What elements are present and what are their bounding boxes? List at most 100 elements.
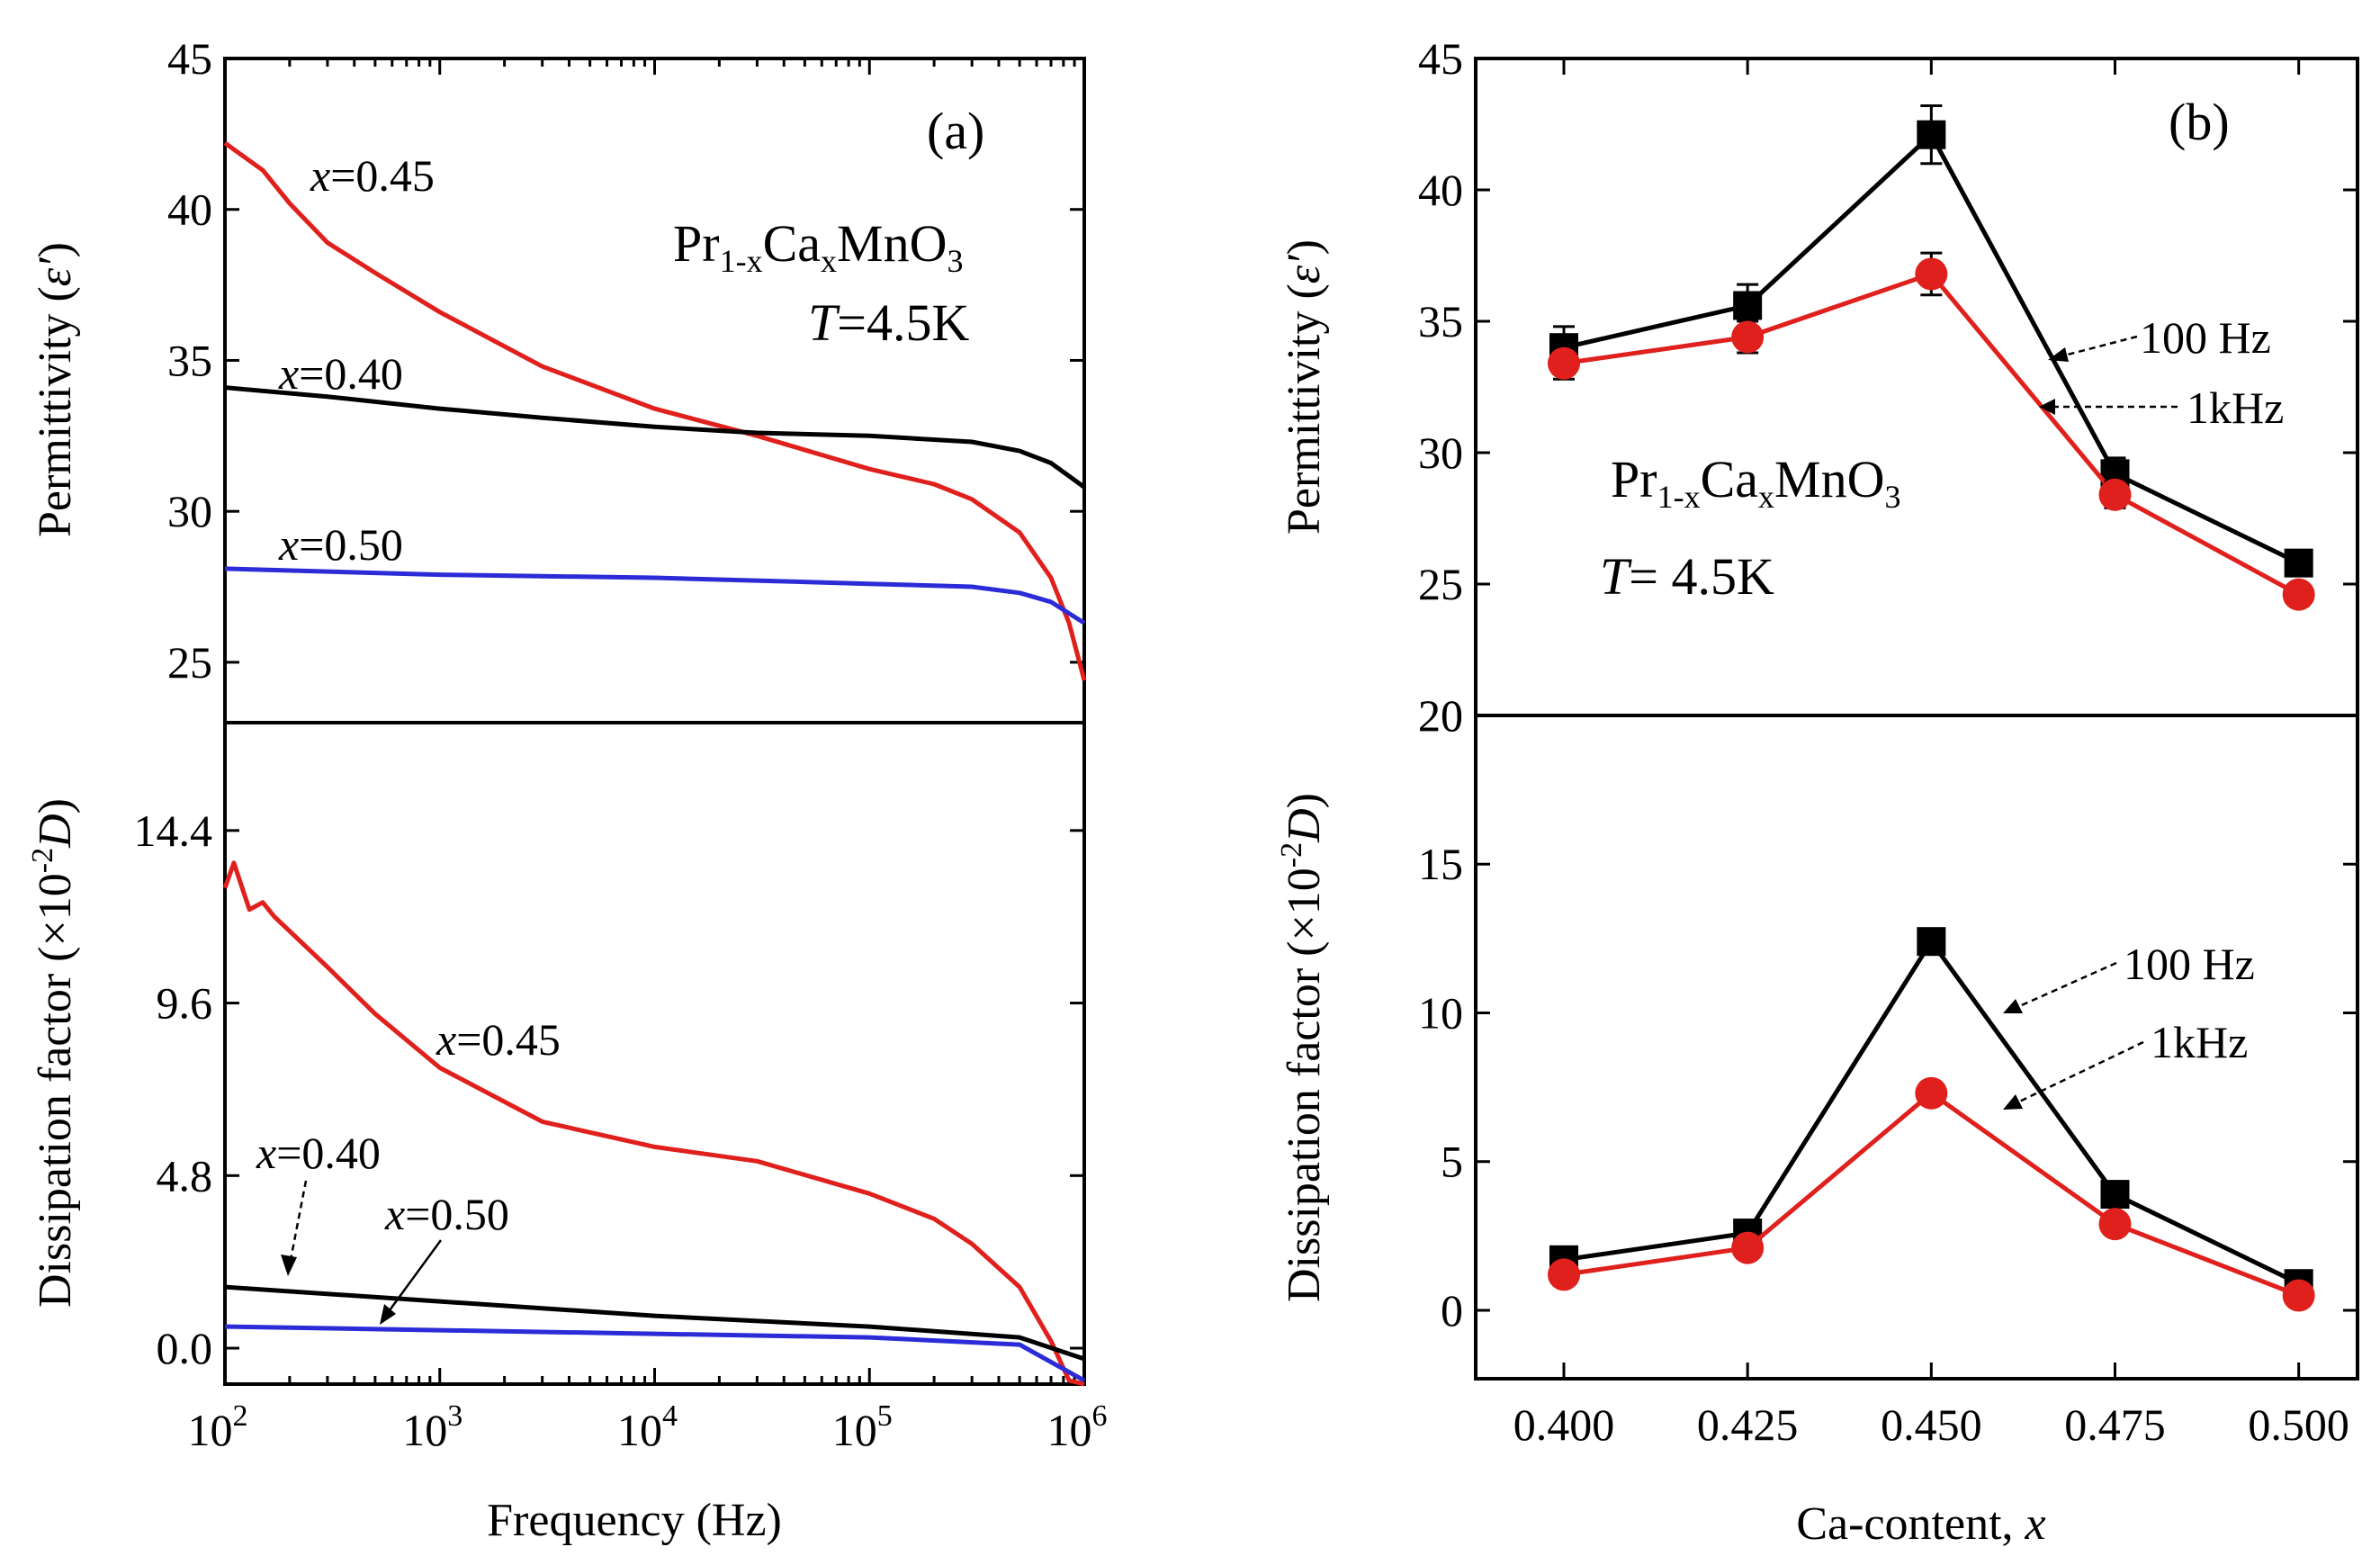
- b-top-marker-100 Hz-2: [1917, 120, 1946, 149]
- b-bottom-line-100 Hz: [1563, 937, 2300, 1286]
- b-top-ytick-label-5: 45: [1418, 33, 1463, 84]
- a-bottom-line-x=0.40: [224, 1284, 1085, 1362]
- b-bottom-ytick-label-4: 20: [1418, 690, 1463, 741]
- panel-b-bottom-frame: [1474, 714, 2359, 1381]
- b-bottom-marker-1kHz-0: [1548, 1258, 1580, 1291]
- b-xtick-label-0: 0.400: [1513, 1399, 1615, 1450]
- b-top-ytick-label-4: 40: [1418, 165, 1463, 215]
- b-xtick-label-3: 0.475: [2064, 1399, 2166, 1450]
- a-top-line-x=0.50: [224, 566, 1086, 625]
- b-bottom-ytick-label-3: 15: [1418, 839, 1463, 889]
- legend-b-bottom-1khz: 1kHz: [2151, 1017, 2248, 1067]
- panel-a-bottom-yaxis: 0.0 4.8 9.6 14.4: [134, 805, 1084, 1373]
- panel-b-bottom-series: [1548, 927, 2315, 1312]
- panel-a-bottom-series: [222, 860, 1086, 1387]
- b-bottom-ytick-label-1: 5: [1441, 1137, 1463, 1187]
- panel-a-bottom-ylabel: Dissipation factor (×10-2D): [26, 798, 81, 1308]
- panel-b-bottom-yaxis: 0 5 10 15 20: [1418, 690, 2358, 1336]
- b-bottom-marker-1kHz-1: [1731, 1231, 1765, 1264]
- arrowhead-b-bottom-1khz: [2003, 1094, 2023, 1110]
- b-top-marker-1kHz-0: [1548, 346, 1580, 380]
- a-top-line-x=0.40: [224, 385, 1086, 490]
- label-a-top-x045: x=0.45: [310, 150, 435, 201]
- a-top-ytick-label-1: 30: [167, 486, 212, 536]
- b-top-ytick-label-3: 35: [1418, 296, 1463, 346]
- panel-a: 25 30 35 40 45 0.0 4.8 9.6 14.4 102 103 104 105 106…: [26, 33, 1108, 1546]
- panel-a-top-yaxis: 25 30 35 40 45: [167, 33, 1084, 688]
- b-bottom-line-1kHz: [1563, 1090, 2300, 1298]
- a-bottom-line-x=0.50: [224, 1324, 1086, 1383]
- arrow-b-bottom-1khz: [2015, 1040, 2144, 1105]
- a-top-ytick-label-3: 40: [167, 184, 212, 235]
- label-a-bottom-x050: x=0.50: [384, 1189, 509, 1239]
- b-bottom-marker-1kHz-4: [2282, 1279, 2315, 1312]
- label-a-bottom-x040: x=0.40: [256, 1128, 381, 1178]
- b-xtick-label-1: 0.425: [1697, 1399, 1799, 1450]
- a-bottom-ytick-label-0: 0.0: [157, 1323, 213, 1373]
- panel-a-top-ylabel: Permittivity (ε′): [30, 242, 81, 537]
- b-bottom-marker-1kHz-2: [1915, 1076, 1948, 1110]
- arrowhead-a-x050: [380, 1304, 396, 1325]
- b-top-ytick-label-0: 20: [1418, 690, 1463, 741]
- b-top-marker-1kHz-1: [1731, 320, 1765, 354]
- panel-a-xaxis: 102 103 104 105 106: [188, 58, 1108, 1455]
- panel-a-material: Pr1-xCaxMnO3: [673, 214, 963, 279]
- a-top-ytick-label-0: 25: [167, 637, 212, 688]
- label-a-bottom-x045: x=0.45: [436, 1014, 561, 1065]
- b-top-ytick-label-2: 30: [1418, 427, 1463, 478]
- a-bottom-ytick-label-1: 4.8: [157, 1150, 213, 1201]
- b-top-marker-1kHz-2: [1915, 257, 1948, 291]
- b-top-marker-100 Hz-1: [1733, 291, 1763, 320]
- b-bottom-ytick-label-2: 10: [1418, 987, 1463, 1038]
- arrowhead-b-bottom-100hz: [2003, 999, 2023, 1013]
- b-top-marker-100 Hz-4: [2284, 548, 2313, 578]
- arrow-a-x050: [385, 1239, 443, 1315]
- a-top-line-x=0.45: [223, 140, 1087, 681]
- panel-b-temperature: T= 4.5K: [1600, 547, 1774, 606]
- b-bottom-marker-1kHz-3: [2098, 1208, 2132, 1241]
- panel-b-label: (b): [2169, 93, 2230, 151]
- label-a-top-x040: x=0.40: [278, 348, 403, 399]
- panel-a-label: (a): [927, 102, 984, 160]
- panel-a-top-series: [223, 140, 1087, 681]
- panel-b-xlabel: Ca-content, x: [1796, 1498, 2045, 1550]
- arrow-b-top-100hz: [2060, 335, 2138, 358]
- panel-b-top-series: [1548, 104, 2315, 611]
- a-top-ytick-label-4: 45: [167, 33, 212, 84]
- b-xtick-label-4: 0.500: [2248, 1399, 2349, 1450]
- panel-a-temperature: T=4.5K: [808, 293, 969, 352]
- b-top-marker-1kHz-3: [2098, 478, 2132, 511]
- a-xtick-label-4: 106: [1047, 1399, 1108, 1455]
- a-top-ytick-label-2: 35: [167, 335, 212, 385]
- a-xtick-label-2: 104: [617, 1399, 678, 1455]
- a-bottom-line-x=0.45: [222, 860, 1085, 1387]
- b-top-ytick-label-1: 25: [1418, 559, 1463, 609]
- arrowhead-a-x040: [281, 1255, 297, 1276]
- b-top-marker-1kHz-4: [2282, 578, 2315, 611]
- panel-b-bottom-ylabel: Dissipation factor (×10-2D): [1275, 793, 1330, 1302]
- legend-b-bottom-100hz: 100 Hz: [2124, 939, 2255, 989]
- panel-b-material: Pr1-xCaxMnO3: [1611, 450, 1900, 515]
- a-xtick-label-3: 105: [832, 1399, 893, 1455]
- panel-a-bottom-frame: [223, 721, 1086, 1386]
- a-bottom-ytick-label-3: 14.4: [134, 805, 213, 856]
- a-bottom-ytick-label-2: 9.6: [157, 978, 213, 1029]
- panel-b-top-ylabel: Permittivity (ε′): [1279, 239, 1330, 535]
- panel-b-top-yaxis: 20 25 30 35 40 45: [1418, 33, 2358, 741]
- label-a-top-x050: x=0.50: [278, 519, 403, 570]
- panel-b-xaxis: 0.400 0.425 0.450 0.475 0.500: [1513, 58, 2349, 1450]
- arrow-a-x040: [288, 1180, 308, 1265]
- arrowhead-b-top-1khz: [2039, 399, 2055, 415]
- a-xtick-label-0: 102: [188, 1399, 248, 1455]
- b-bottom-ytick-label-0: 0: [1441, 1285, 1463, 1336]
- a-xtick-label-1: 103: [402, 1399, 463, 1455]
- arrowhead-b-top-100hz: [2048, 347, 2069, 362]
- b-bottom-marker-100 Hz-2: [1917, 927, 1946, 957]
- arrow-b-bottom-100hz: [2015, 961, 2117, 1010]
- legend-b-top-100hz: 100 Hz: [2140, 312, 2271, 363]
- b-xtick-label-2: 0.450: [1881, 1399, 1982, 1450]
- panel-a-xlabel: Frequency (Hz): [487, 1495, 782, 1546]
- b-bottom-marker-100 Hz-3: [2100, 1180, 2130, 1210]
